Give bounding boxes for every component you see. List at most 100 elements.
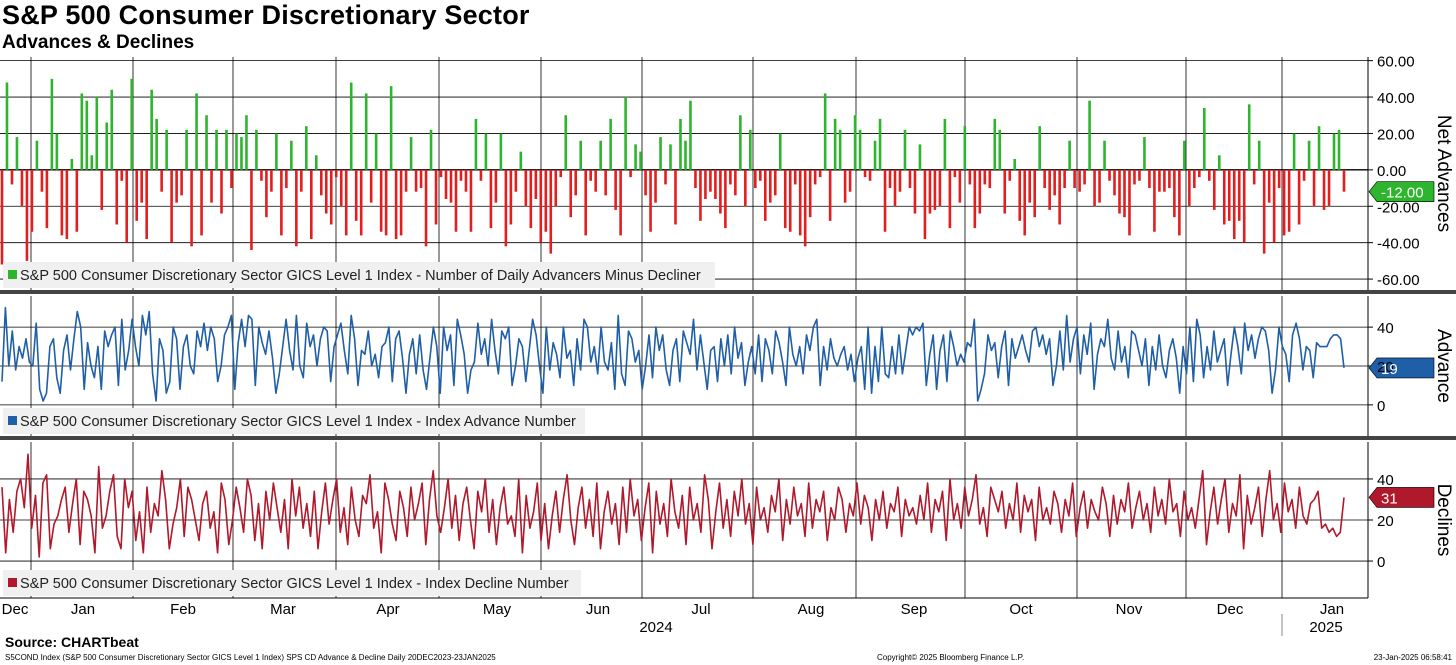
bar	[399, 169, 403, 236]
bar	[1332, 133, 1336, 170]
y-tick-label: 40	[1377, 320, 1394, 337]
bar	[1337, 129, 1341, 170]
last-value-tag	[1368, 357, 1435, 379]
bar	[1143, 137, 1146, 170]
bar	[564, 115, 568, 170]
bar	[1008, 169, 1012, 181]
bar	[644, 169, 647, 196]
y-tick-label: -20.00	[1377, 199, 1420, 216]
y-tick-label: 20	[1377, 359, 1394, 376]
bar	[130, 78, 134, 170]
bar	[1198, 169, 1201, 178]
bar	[1108, 169, 1111, 181]
bar	[120, 169, 124, 181]
panel-net-advances	[0, 57, 1435, 290]
bar	[70, 158, 74, 170]
bar	[1188, 169, 1191, 207]
bar	[808, 169, 812, 218]
bar	[1322, 169, 1326, 210]
bar	[105, 122, 109, 170]
bar	[993, 118, 997, 170]
bar	[918, 144, 922, 170]
axis-title: Net Advances	[1433, 115, 1454, 232]
bar	[649, 169, 652, 232]
bar	[1148, 169, 1151, 189]
bar	[763, 169, 767, 221]
source-label: Source: CHARTbeat	[5, 634, 139, 650]
bar	[873, 140, 877, 170]
y-tick-label: 40	[1377, 472, 1394, 489]
bar	[629, 169, 632, 178]
series-line	[1, 453, 1345, 558]
bar	[469, 169, 473, 232]
bar	[858, 129, 862, 170]
bar	[1302, 169, 1306, 181]
bar	[414, 169, 418, 192]
bar	[933, 169, 937, 210]
x-tick-label: Mar	[270, 601, 296, 618]
y-tick-label: 60.00	[1377, 54, 1415, 71]
bar	[225, 129, 228, 170]
legend-box	[3, 408, 585, 434]
bar	[1247, 104, 1251, 170]
bar	[424, 169, 428, 247]
y-tick-label: -60.00	[1377, 272, 1420, 289]
footer-description: S5COND Index (S&P 500 Consumer Discretio…	[5, 653, 496, 662]
legend-box	[3, 570, 581, 596]
bar	[978, 169, 982, 214]
bar	[489, 169, 493, 229]
bar	[290, 140, 293, 170]
bar	[464, 169, 468, 192]
bar	[634, 144, 637, 170]
bar	[220, 169, 223, 214]
bar	[454, 169, 458, 232]
bar	[539, 169, 543, 243]
bar	[1018, 169, 1022, 221]
x-tick-label: Oct	[1009, 601, 1033, 618]
bar	[280, 169, 283, 236]
legend-swatch	[8, 578, 17, 587]
bar	[574, 169, 578, 196]
y-tick-label: 20.00	[1377, 126, 1415, 143]
bar	[1063, 169, 1066, 189]
bar	[619, 169, 622, 236]
footer-copyright: Copyright© 2025 Bloomberg Finance L.P.	[877, 653, 1025, 662]
bar	[245, 115, 248, 170]
axis-title: Advance	[1433, 329, 1454, 403]
x-tick-label: Jan	[71, 601, 95, 618]
bar	[689, 100, 692, 170]
bar	[419, 169, 423, 189]
bar	[534, 169, 538, 199]
panel-advances	[0, 296, 1435, 436]
bar	[833, 118, 837, 170]
bar	[684, 140, 687, 170]
bar	[25, 169, 29, 261]
bar	[778, 133, 782, 170]
bar	[1048, 169, 1051, 210]
bar	[10, 169, 14, 185]
bar	[509, 169, 513, 225]
bar	[1098, 169, 1101, 203]
bar	[60, 169, 64, 236]
bar	[1138, 169, 1141, 181]
bar	[65, 169, 69, 240]
bar	[973, 169, 977, 229]
bar	[140, 169, 143, 203]
bar	[484, 133, 488, 170]
bar	[384, 169, 388, 236]
bar	[95, 97, 99, 170]
year-label: 2025	[1309, 619, 1342, 636]
bar	[1078, 169, 1081, 192]
bar	[823, 93, 827, 170]
bar	[1033, 169, 1036, 218]
bar	[434, 169, 438, 225]
bar	[45, 169, 49, 229]
bar	[1203, 107, 1206, 170]
x-tick-label: Jan	[1320, 601, 1344, 618]
x-tick-label: Jun	[586, 601, 610, 618]
bar	[998, 129, 1002, 170]
bar	[1267, 169, 1271, 203]
bar	[125, 169, 129, 243]
bar	[863, 169, 867, 178]
